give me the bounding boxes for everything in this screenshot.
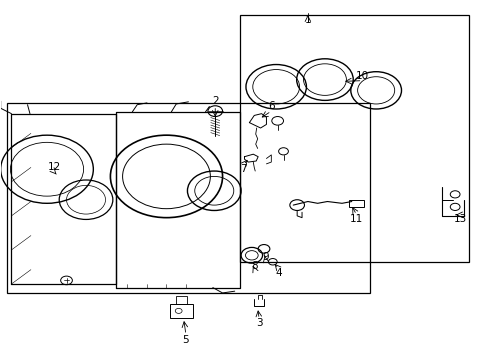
Text: 11: 11: [349, 215, 363, 224]
Text: 5: 5: [183, 334, 189, 345]
Bar: [239, 15, 468, 262]
Circle shape: [61, 276, 72, 285]
Text: 8: 8: [250, 261, 257, 271]
Text: 4: 4: [275, 268, 282, 278]
Text: 3: 3: [255, 319, 262, 328]
Text: 9: 9: [262, 252, 268, 262]
Bar: [348, 200, 363, 207]
Text: 1: 1: [304, 15, 310, 26]
Text: 10: 10: [355, 71, 368, 81]
Bar: [169, 304, 193, 318]
Text: 12: 12: [48, 162, 61, 172]
Text: 7: 7: [240, 164, 246, 174]
Bar: [6, 103, 369, 293]
Bar: [176, 296, 186, 304]
Text: 6: 6: [267, 102, 274, 112]
Text: 13: 13: [452, 215, 466, 224]
Text: 2: 2: [211, 96, 218, 106]
